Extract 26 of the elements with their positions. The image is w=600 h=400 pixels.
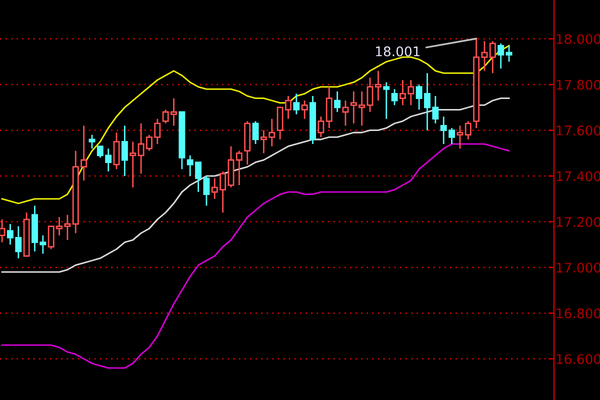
candlestick: [481, 40, 488, 72]
candlestick: [498, 42, 504, 70]
candlestick: [342, 100, 349, 126]
candlestick: [0, 218, 6, 243]
candlestick: [113, 132, 120, 170]
candlestick: [318, 116, 324, 138]
line-series: [1, 98, 510, 273]
candlestick: [88, 134, 96, 150]
line-series: [1, 143, 510, 369]
candlestick: [121, 125, 128, 177]
candlestick: [301, 100, 308, 120]
candlestick: [383, 82, 390, 120]
candlestick: [334, 90, 341, 113]
candlestick: [506, 45, 512, 62]
annotation: 18.001: [376, 46, 420, 56]
candlestick: [252, 120, 259, 145]
candlestick: [236, 150, 242, 186]
candlestick: [130, 141, 136, 188]
candlestick: [374, 70, 382, 102]
candlestick: [456, 125, 464, 150]
candlestick: [391, 88, 398, 106]
candlestick: [293, 93, 300, 115]
candlestick: [326, 86, 332, 129]
candlestick: [366, 77, 374, 113]
candlestick: [464, 120, 472, 140]
candlestick: [489, 40, 496, 74]
